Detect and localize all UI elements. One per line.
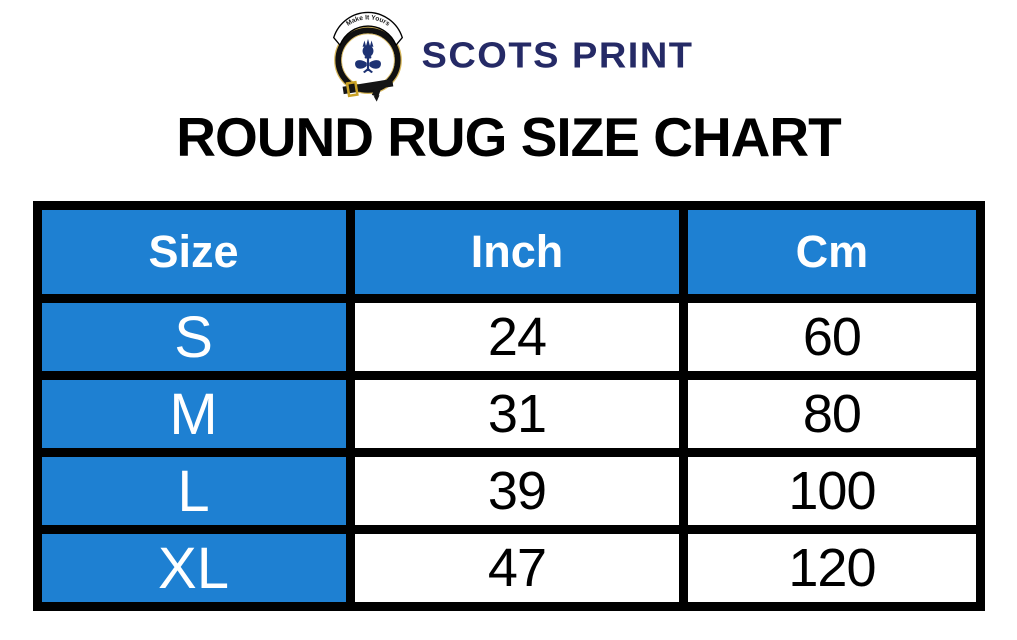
header-row: Size Inch Cm bbox=[32, 201, 985, 303]
table-row: M 31 80 bbox=[32, 371, 985, 457]
table-row: S 24 60 bbox=[32, 294, 985, 380]
size-cell: L bbox=[32, 448, 355, 534]
column-header-size: Size bbox=[32, 201, 355, 303]
column-header-cm: Cm bbox=[679, 201, 985, 303]
size-cell: M bbox=[32, 371, 355, 457]
page-title: ROUND RUG SIZE CHART bbox=[176, 106, 841, 168]
table-row: L 39 100 bbox=[32, 448, 985, 534]
brand-name: SCOTS PRINT bbox=[421, 35, 694, 76]
inch-cell: 47 bbox=[345, 525, 689, 611]
motto-banner bbox=[332, 11, 403, 47]
thistle-icon bbox=[354, 38, 381, 74]
inch-cell: 24 bbox=[345, 294, 689, 380]
table-row: XL 47 120 bbox=[32, 525, 985, 611]
crest-strap bbox=[342, 78, 393, 102]
crest-gold-ring bbox=[333, 26, 402, 95]
cm-cell: 60 bbox=[679, 294, 985, 380]
brand-header: Make It Yours SCOTS PRINT bbox=[0, 0, 1017, 102]
cm-cell: 100 bbox=[679, 448, 985, 534]
size-cell: S bbox=[32, 294, 355, 380]
size-cell: XL bbox=[32, 525, 355, 611]
size-chart-table: Size Inch Cm S 24 60 M 31 80 L 39 100 XL… bbox=[32, 201, 985, 611]
cm-cell: 120 bbox=[679, 525, 985, 611]
thistle-crest-logo-icon: Make It Yours bbox=[332, 11, 403, 102]
inch-cell: 31 bbox=[345, 371, 689, 457]
column-header-inch: Inch bbox=[345, 201, 689, 303]
inch-cell: 39 bbox=[345, 448, 689, 534]
cm-cell: 80 bbox=[679, 371, 985, 457]
